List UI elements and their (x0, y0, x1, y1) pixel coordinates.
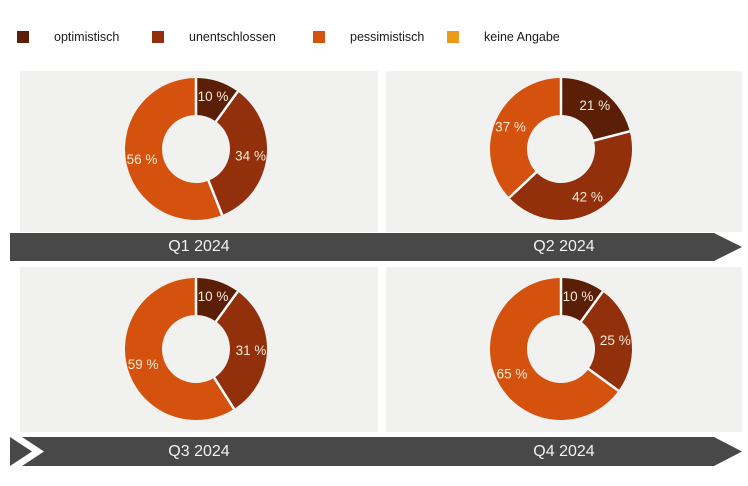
legend-label: unentschlossen (189, 30, 276, 44)
legend-swatch-unentschlossen (152, 31, 164, 43)
slice-separator (214, 90, 239, 124)
slice-percentage-label: 31 % (236, 343, 267, 358)
legend-item-keine-angabe: keine Angabe (447, 30, 560, 44)
slice-percentage-label: 25 % (600, 333, 631, 348)
slice-separator (206, 179, 224, 216)
chart-panel-q3: 10 % 31 % 59 % (20, 267, 378, 432)
banner-label-q1: Q1 2024 (168, 238, 230, 255)
slice-separator (214, 290, 239, 324)
slice-percentage-label: 65 % (497, 366, 528, 381)
legend-swatch-optimistisch (17, 31, 29, 43)
slice-unentschlossen (509, 131, 632, 220)
slice-percentage-label: 10 % (198, 89, 229, 104)
legend-swatch-pessimistisch (313, 31, 325, 43)
legend-label: pessimistisch (350, 30, 425, 44)
slice-percentage-label: 21 % (579, 98, 610, 113)
slice-pessimistisch (490, 78, 561, 198)
banner-chevron-icon (10, 437, 32, 466)
legend-label: optimistisch (54, 30, 120, 44)
slice-percentage-label: 56 % (127, 152, 158, 167)
slice-pessimistisch (125, 278, 235, 420)
slice-separator (586, 367, 620, 392)
donut-chart-q2: 21 % 42 % 37 % (490, 78, 632, 220)
slice-unentschlossen (580, 291, 632, 391)
slice-percentage-label: 42 % (572, 190, 603, 205)
slice-separator (579, 290, 604, 324)
banner-label-q4: Q4 2024 (533, 442, 595, 460)
donut-chart-q1: 10 % 34 % 56 % (125, 78, 267, 220)
slice-optimistisch (196, 78, 238, 122)
banner-arrow-shape (10, 233, 742, 261)
chart-panel-q4: 10 % 25 % 65 % (386, 267, 742, 432)
legend-swatch-keine-angabe (447, 31, 459, 43)
slice-separator (592, 130, 631, 143)
legend-item-optimistisch: optimistisch (17, 30, 119, 44)
quarter-banner-row1: Q1 2024 Q2 2024 (10, 233, 742, 261)
chart-panel-q1: 10 % 34 % 56 % (20, 71, 378, 232)
legend-item-pessimistisch: pessimistisch (313, 30, 424, 44)
slice-pessimistisch (125, 78, 223, 220)
slice-pessimistisch (489, 278, 619, 420)
donut-chart-q3: 10 % 31 % 59 % (125, 278, 267, 420)
legend-label: keine Angabe (484, 30, 560, 44)
slice-separator (508, 170, 538, 199)
slice-percentage-label: 59 % (128, 357, 159, 372)
slice-optimistisch (561, 78, 630, 141)
banner-label-q3: Q3 2024 (168, 442, 230, 460)
slice-unentschlossen (214, 291, 267, 409)
slice-unentschlossen (208, 91, 267, 216)
slice-optimistisch (196, 278, 238, 322)
quarter-banner-row2: Q3 2024 Q4 2024 (10, 437, 742, 466)
slice-percentage-label: 10 % (563, 289, 594, 304)
legend-item-unentschlossen: unentschlossen (152, 30, 276, 44)
slice-percentage-label: 34 % (235, 148, 266, 163)
slice-optimistisch (561, 278, 603, 322)
banner-arrow-shape (10, 437, 742, 466)
chart-panel-q2: 21 % 42 % 37 % (386, 71, 742, 232)
slice-separator (212, 376, 236, 410)
donut-chart-q4: 10 % 25 % 65 % (489, 278, 632, 420)
slice-percentage-label: 37 % (495, 120, 526, 135)
banner-label-q2: Q2 2024 (533, 238, 595, 255)
slice-percentage-label: 10 % (198, 289, 229, 304)
